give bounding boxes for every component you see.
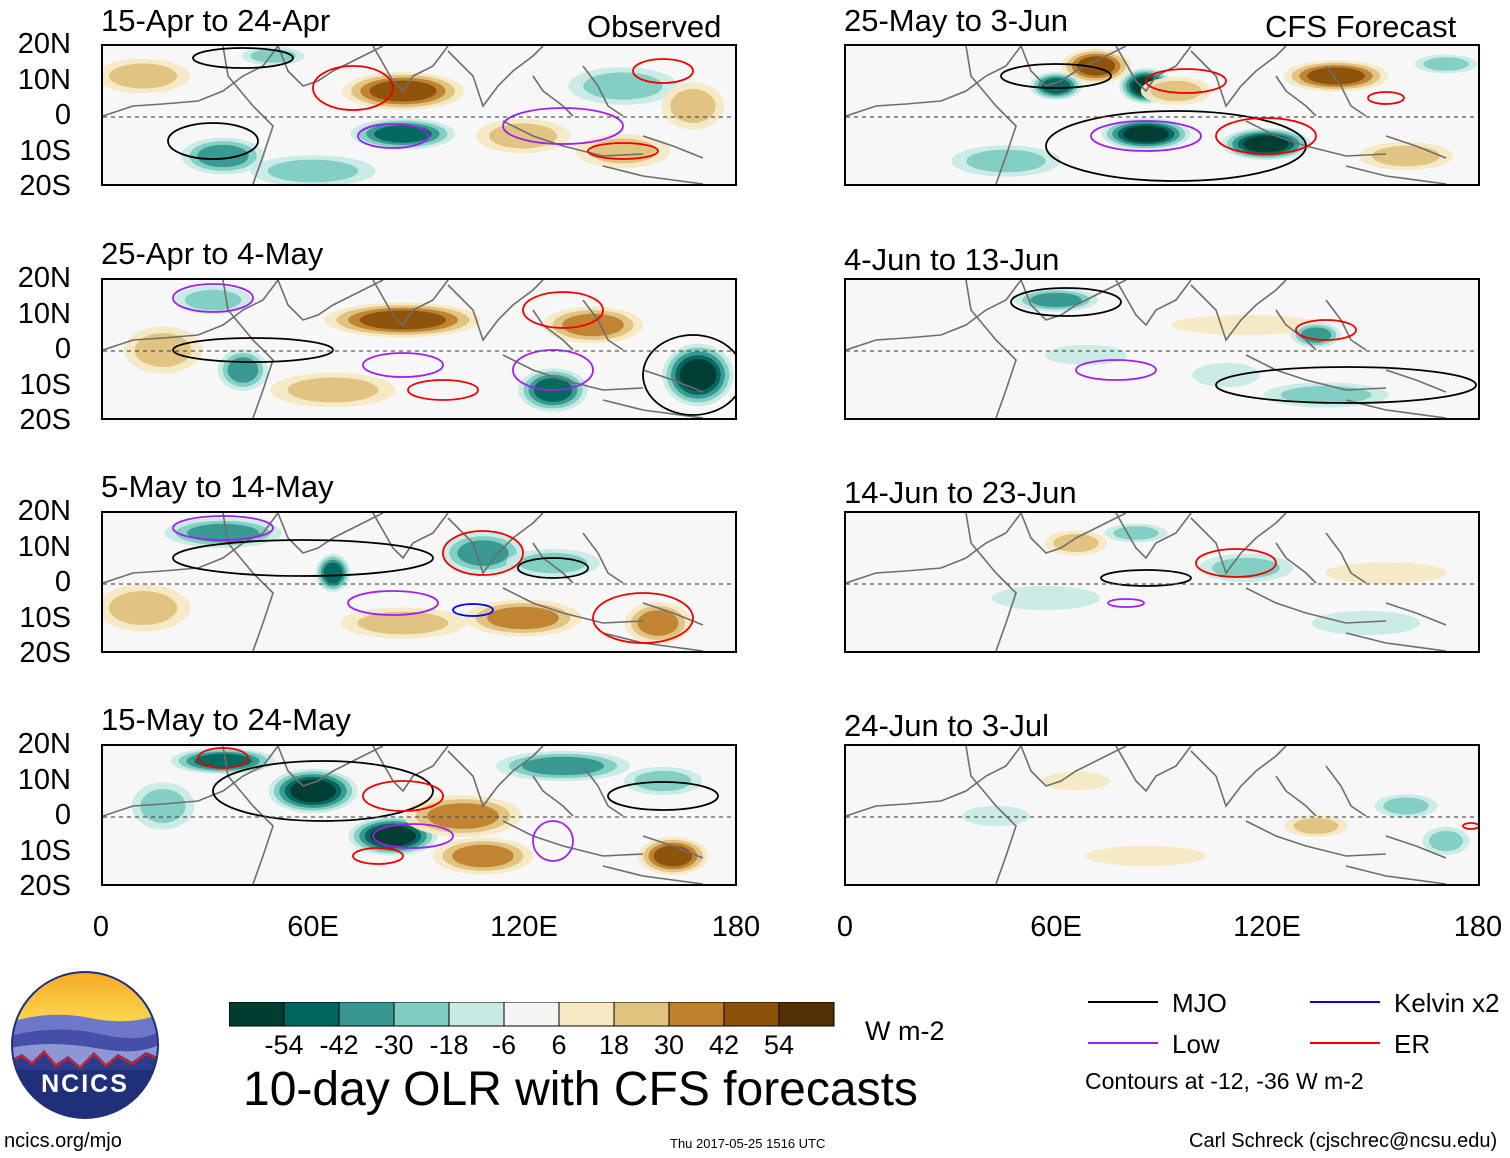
- lat-label-20s-row2: 20S: [19, 404, 71, 436]
- coastlines: [103, 746, 704, 884]
- main-title: 10-day OLR with CFS forecasts: [243, 1063, 918, 1116]
- lon-label-120e-left: 120E: [490, 911, 558, 943]
- olr-anomaly-field: [103, 517, 692, 644]
- legend-label-mjo: MJO: [1172, 988, 1227, 1018]
- colorbar-tick-label: 18: [598, 1030, 630, 1060]
- lon-label-0-right: 0: [836, 911, 854, 943]
- colorbar-swatch: [723, 1001, 780, 1027]
- colorbar-swatch: [778, 1001, 835, 1027]
- lat-label-20s-row3: 20S: [19, 637, 71, 669]
- lat-label-10s-row2: 10S: [19, 368, 71, 401]
- contours: [172, 515, 694, 644]
- contours: [172, 283, 735, 416]
- coastlines: [103, 513, 704, 651]
- contour-legend: MJO Low Kelvin x2 ER Contours at -12, -3…: [1085, 988, 1508, 1098]
- map-panel-obs-4: [101, 744, 737, 886]
- panel-title-7: 14-Jun to 23-Jun: [844, 475, 1077, 510]
- colorbar: [228, 1001, 835, 1033]
- coastlines: [846, 746, 1447, 884]
- colorbar-tick-label: 54: [763, 1030, 795, 1060]
- panel-title-2: 25-Apr to 4-May: [101, 236, 324, 271]
- lon-label-0-left: 0: [92, 911, 110, 943]
- colorbar-tick-label: -54: [264, 1030, 304, 1060]
- lat-label-10s-row3: 10S: [19, 601, 71, 634]
- lat-label-20n-row4: 20N: [17, 728, 71, 760]
- lon-label-60e-right: 60E: [1030, 911, 1082, 943]
- legend-label-low: Low: [1172, 1029, 1220, 1059]
- contours: [1000, 63, 1405, 182]
- panel-title-5: 25-May to 3-Jun: [844, 3, 1068, 38]
- coastlines: [846, 280, 1447, 418]
- ncics-logo: NCICS: [10, 970, 160, 1120]
- colorbar-swatch: [613, 1001, 670, 1027]
- map-panel-obs-3: [101, 511, 737, 653]
- colorbar-tick-label: -30: [374, 1030, 414, 1060]
- lat-label-0-row3: 0: [54, 566, 71, 598]
- forecast-label: CFS Forecast: [1265, 9, 1457, 44]
- panel-title-6: 4-Jun to 13-Jun: [844, 242, 1060, 277]
- lat-label-10n-row3: 10N: [17, 530, 71, 563]
- colorbar-units: W m-2: [865, 1016, 945, 1046]
- lat-label-20s-row4: 20S: [19, 870, 71, 902]
- lat-label-10s-row1: 10S: [19, 134, 71, 167]
- lat-label-20n-row2: 20N: [17, 262, 71, 294]
- contours: [1010, 287, 1477, 404]
- colorbar-tick-label: -6: [491, 1030, 517, 1060]
- colorbar-swatch: [228, 1001, 285, 1027]
- lat-label-0-row2: 0: [54, 333, 71, 365]
- map-panel-obs-2: [101, 278, 737, 420]
- map-panel-fcst-2: [844, 278, 1480, 420]
- colorbar-swatch: [448, 1001, 505, 1027]
- colorbar-swatch: [283, 1001, 340, 1027]
- colorbar-swatch: [558, 1001, 615, 1027]
- colorbar-swatch: [393, 1001, 450, 1027]
- footer-url[interactable]: ncics.org/mjo: [4, 1130, 122, 1152]
- contours: [167, 47, 694, 160]
- lat-label-10n-row2: 10N: [17, 297, 71, 330]
- colorbar-swatch: [668, 1001, 725, 1027]
- panel-title-4: 15-May to 24-May: [101, 702, 351, 737]
- lat-label-10s-row4: 10S: [19, 834, 71, 867]
- colorbar-tick-label: -18: [429, 1030, 469, 1060]
- lon-label-180-left: 180: [711, 911, 761, 943]
- colorbar-tick-label: 42: [708, 1030, 740, 1060]
- lon-label-120e-right: 120E: [1233, 911, 1301, 943]
- map-panel-fcst-1: [844, 44, 1480, 186]
- map-panel-fcst-4: [844, 744, 1480, 886]
- lat-label-20n-row3: 20N: [17, 495, 71, 527]
- lat-label-20s-row1: 20S: [19, 170, 71, 202]
- footer-credit: Carl Schreck (cjschrec@ncsu.edu): [1189, 1130, 1498, 1152]
- contours: [1100, 548, 1277, 608]
- legend-label-kelvin: Kelvin x2: [1394, 988, 1500, 1018]
- olr-anomaly-field: [951, 48, 1478, 177]
- colorbar-swatch: [503, 1001, 560, 1027]
- panel-title-1: 15-Apr to 24-Apr: [101, 3, 331, 38]
- map-panel-obs-1: [101, 44, 737, 186]
- contours: [197, 747, 719, 865]
- lon-label-60e-left: 60E: [287, 911, 339, 943]
- logo-text: NCICS: [41, 1070, 129, 1098]
- colorbar-tick-label: 6: [551, 1030, 567, 1060]
- legend-note: Contours at -12, -36 W m-2: [1085, 1068, 1364, 1094]
- coastlines: [846, 513, 1447, 651]
- lat-label-10n-row4: 10N: [17, 763, 71, 796]
- olr-anomaly-field: [962, 771, 1470, 867]
- lat-label-0-row1: 0: [54, 99, 71, 131]
- lon-label-180-right: 180: [1453, 911, 1503, 943]
- coastlines: [103, 280, 704, 418]
- colorbar-tick-label: 30: [653, 1030, 685, 1060]
- legend-label-er: ER: [1394, 1029, 1431, 1059]
- panel-title-8: 24-Jun to 3-Jul: [844, 708, 1050, 743]
- observed-label: Observed: [587, 9, 722, 44]
- colorbar-tick-label: -42: [319, 1030, 359, 1060]
- footer-timestamp: Thu 2017-05-25 1516 UTC: [670, 1136, 826, 1151]
- map-panel-fcst-3: [844, 511, 1480, 653]
- lat-label-10n-row1: 10N: [17, 63, 71, 96]
- lat-label-0-row4: 0: [54, 799, 71, 831]
- panel-title-3: 5-May to 14-May: [101, 469, 334, 504]
- colorbar-swatch: [338, 1001, 395, 1027]
- contours: [1462, 822, 1478, 830]
- lat-label-20n-row1: 20N: [17, 28, 71, 60]
